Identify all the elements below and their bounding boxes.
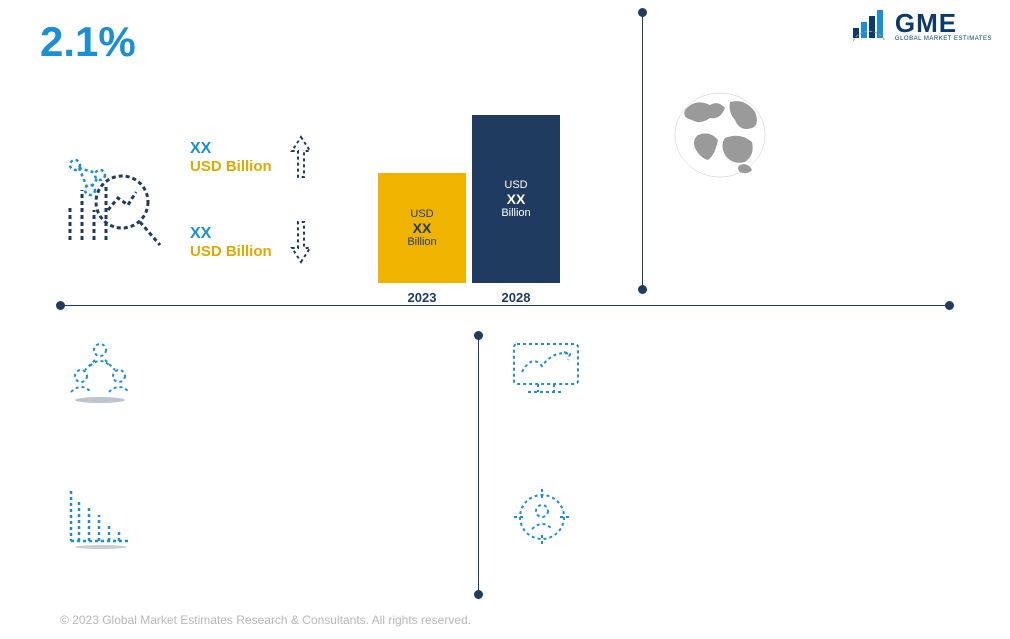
logo-subtext: GLOBAL MARKET ESTIMATES [895, 36, 992, 42]
horizontal-divider [60, 305, 950, 306]
brand-logo: GME GLOBAL MARKET ESTIMATES [853, 10, 992, 42]
bar-chart-decline-icon [65, 485, 137, 554]
bar-2023: USD XX Billion 2023 [378, 173, 466, 283]
bar-2028-unit-top: USD [504, 179, 527, 191]
copyright-text: © 2023 Global Market Estimates Research … [60, 613, 471, 627]
logo-text: GME [895, 10, 992, 36]
cagr-value: 2.1% [40, 18, 136, 66]
stat-lower-value: XX [190, 225, 272, 243]
stat-upper: XX USD Billion [190, 135, 312, 179]
people-network-icon [65, 340, 135, 409]
bar-2028-year: 2028 [502, 290, 531, 305]
logo-bars-icon [853, 10, 889, 42]
stat-lower: XX USD Billion [190, 220, 312, 264]
bar-2023-value: XX [413, 220, 432, 236]
bar-2023-unit-top: USD [410, 208, 433, 220]
globe-icon [670, 90, 770, 185]
bar-2028: USD XX Billion 2028 [472, 115, 560, 283]
bottom-vertical-divider [478, 335, 479, 595]
stat-upper-value: XX [190, 140, 272, 158]
market-bar-chart: USD XX Billion 2023 USD XX Billion 2028 [378, 115, 560, 283]
bar-2023-unit-bot: Billion [407, 236, 436, 248]
bar-2028-unit-bot: Billion [501, 207, 530, 219]
bar-2028-value: XX [507, 191, 526, 207]
analytics-magnifier-icon [60, 150, 170, 255]
arrow-down-icon [290, 220, 312, 264]
monitor-trend-icon [510, 340, 582, 405]
stat-upper-unit: USD Billion [190, 158, 272, 175]
top-vertical-divider [642, 12, 643, 290]
target-person-icon [510, 485, 574, 554]
bar-2023-year: 2023 [408, 290, 437, 305]
stat-lower-unit: USD Billion [190, 243, 272, 260]
arrow-up-icon [290, 135, 312, 179]
